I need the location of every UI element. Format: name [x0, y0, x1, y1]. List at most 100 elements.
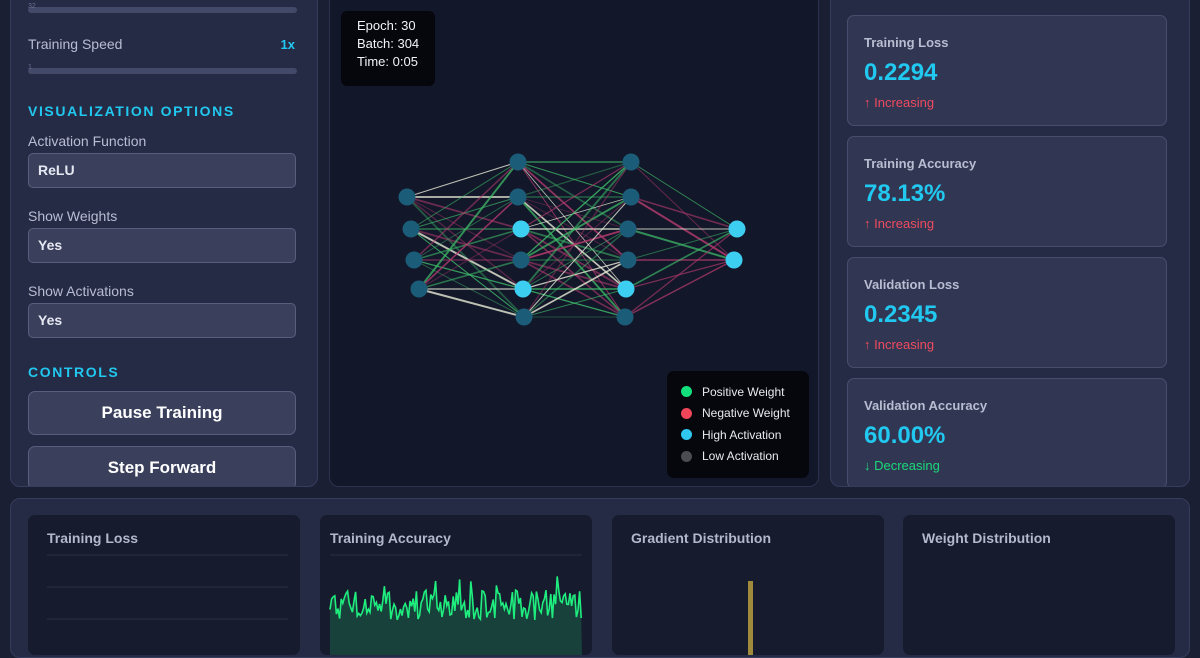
gradient-distribution-chart: Gradient Distribution: [612, 515, 884, 655]
weight-edge: [523, 228, 629, 318]
training-speed-label: Training Speed: [28, 36, 123, 52]
weight-edge: [624, 259, 735, 318]
metric-trend: ↑ Increasing: [864, 95, 935, 110]
weight-edge: [624, 228, 738, 318]
training-loss-chart: Training Loss: [28, 515, 300, 655]
metric-trend: ↓ Decreasing: [864, 458, 940, 473]
weight-edge: [517, 161, 629, 261]
weight-edge: [418, 259, 522, 290]
weight-edge: [630, 196, 738, 230]
network-node: [622, 188, 640, 206]
metric-title: Validation Accuracy: [864, 398, 988, 413]
gradient-distribution-chart-title: Gradient Distribution: [631, 530, 771, 546]
metric-card-training-accuracy: Training Accuracy 78.13% ↑ Increasing: [847, 136, 1167, 247]
weight-edge: [517, 161, 627, 290]
training-loss-plot: [47, 554, 288, 620]
weight-edge: [406, 196, 524, 290]
batch-counter: Batch: 304: [357, 36, 420, 51]
visualization-options-title: VISUALIZATION OPTIONS: [28, 103, 235, 119]
accuracy-line: [329, 576, 582, 622]
metric-value: 60.00%: [864, 422, 946, 449]
weight-edge: [523, 161, 632, 318]
legend-label: Positive Weight: [702, 384, 785, 399]
legend-dot-icon: [681, 386, 692, 398]
metric-title: Training Accuracy: [864, 156, 977, 171]
network-node: [509, 153, 527, 171]
weight-edge: [410, 228, 525, 318]
network-node: [617, 280, 635, 298]
weight-edge: [520, 196, 632, 230]
metric-trend: ↑ Increasing: [864, 337, 935, 352]
weight-edge: [520, 228, 626, 318]
training-speed-value: 1x: [280, 37, 295, 52]
network-node: [509, 188, 527, 206]
metric-trend: ↑ Increasing: [864, 216, 935, 231]
batch-size-slider-mark: 32: [28, 3, 36, 10]
show-weights-select[interactable]: Yes: [28, 228, 296, 263]
legend-label: Negative Weight: [702, 406, 790, 421]
epoch-counter: Epoch: 30: [357, 18, 416, 33]
legend-item: High Activation: [681, 424, 809, 446]
network-node: [405, 251, 423, 269]
network-node: [398, 188, 416, 206]
weight-edge: [517, 161, 632, 198]
weight-edge: [517, 161, 629, 230]
weight-edge: [517, 161, 632, 198]
batch-size-slider[interactable]: 32: [28, 3, 297, 13]
show-activations-select[interactable]: Yes: [28, 303, 296, 338]
pause-training-button[interactable]: Pause Training: [28, 391, 296, 435]
metric-card-validation-loss: Validation Loss 0.2345 ↑ Increasing: [847, 257, 1167, 368]
network-node: [725, 251, 743, 269]
step-forward-button[interactable]: Step Forward: [28, 446, 296, 486]
accuracy-area: [330, 576, 582, 655]
network-node: [402, 220, 420, 238]
weight-edge: [523, 288, 627, 318]
network-node: [616, 308, 634, 326]
weight-edge: [520, 196, 632, 261]
network-edges: [406, 161, 738, 318]
training-speed-slider[interactable]: 1: [28, 64, 297, 74]
training-info-box: Epoch: 30 Batch: 304 Time: 0:05: [341, 11, 435, 86]
network-node: [512, 220, 530, 238]
metric-value: 78.13%: [864, 180, 946, 207]
weight-edge: [410, 161, 519, 230]
network-node: [619, 220, 637, 238]
gradient-bar: [748, 581, 753, 655]
legend-item: Negative Weight: [681, 403, 809, 425]
metric-value: 0.2345: [864, 301, 938, 328]
metric-title: Validation Loss: [864, 277, 960, 292]
weight-edge: [520, 161, 632, 261]
metric-value: 0.2294: [864, 59, 938, 86]
legend-label: High Activation: [702, 427, 782, 442]
legend-item: Positive Weight: [681, 381, 809, 403]
network-visualization: Epoch: 30 Batch: 304 Time: 0:05 Positive…: [329, 0, 819, 487]
network-node: [728, 220, 746, 238]
weight-edge: [625, 228, 738, 290]
weight-distribution-chart-title: Weight Distribution: [922, 530, 1051, 546]
network-node: [515, 308, 533, 326]
controls-panel: 32 Training Speed 1x 1 VISUALIZATION OPT…: [10, 0, 318, 487]
training-loss-chart-title: Training Loss: [47, 530, 139, 546]
metric-title: Training Loss: [864, 35, 949, 50]
legend-dot-icon: [681, 429, 692, 441]
activation-function-label: Activation Function: [28, 133, 147, 149]
weight-edge: [630, 161, 735, 261]
show-activations-label: Show Activations: [28, 283, 134, 299]
show-weights-label: Show Weights: [28, 208, 118, 224]
activation-function-select[interactable]: ReLU: [28, 153, 296, 188]
metric-card-validation-accuracy: Validation Accuracy 60.00% ↓ Decreasing: [847, 378, 1167, 486]
weight-edge: [406, 196, 525, 318]
network-node: [512, 251, 530, 269]
weight-edge: [410, 228, 524, 290]
weight-edge: [418, 196, 519, 290]
weight-edge: [523, 259, 629, 318]
network-node: [410, 280, 428, 298]
weight-edge: [520, 228, 629, 261]
charts-panel: Training Loss Training Accuracy Gradient…: [10, 498, 1190, 658]
weight-edge: [413, 161, 519, 261]
weight-edge: [418, 228, 522, 290]
metrics-panel: Training Loss 0.2294 ↑ Increasing Training …: [830, 0, 1190, 487]
weight-edge: [522, 161, 632, 290]
training-accuracy-chart: Training Accuracy: [320, 515, 592, 655]
weight-distribution-chart: Weight Distribution: [903, 515, 1175, 655]
